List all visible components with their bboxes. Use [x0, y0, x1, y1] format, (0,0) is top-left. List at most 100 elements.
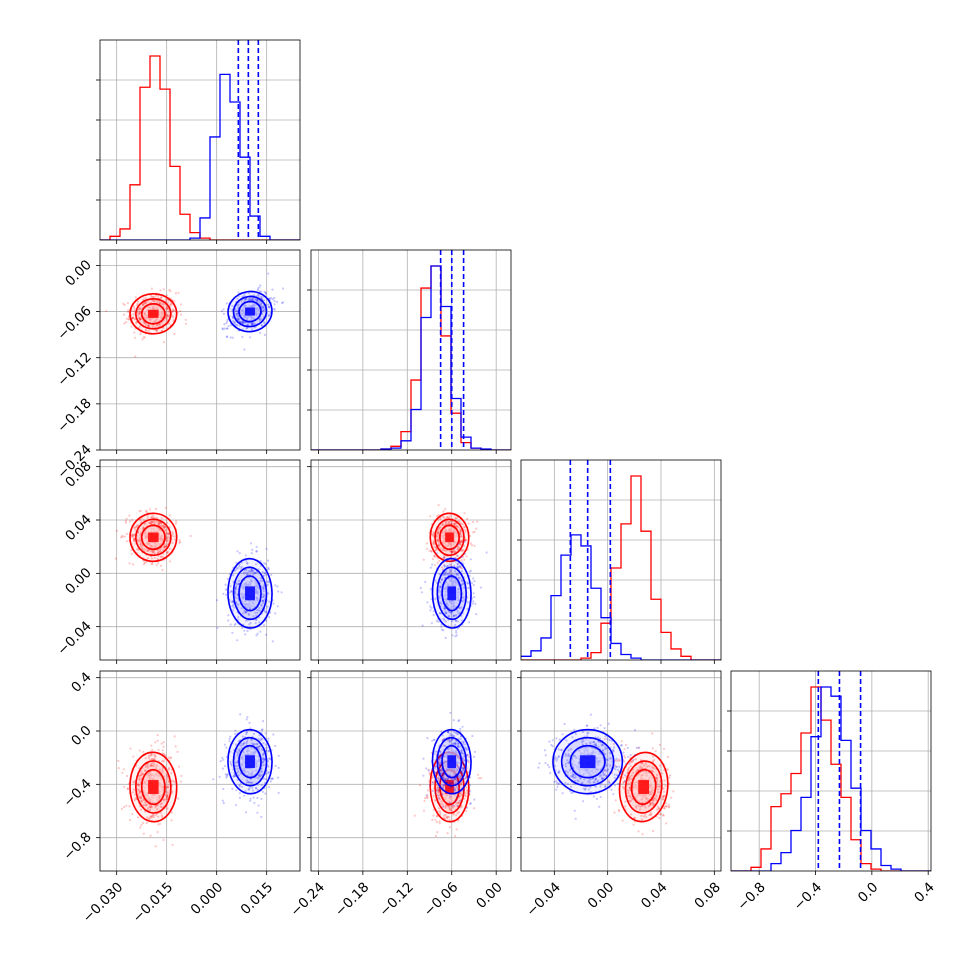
scatter-point: [456, 562, 459, 566]
scatter-point: [223, 764, 227, 768]
scatter-point: [277, 791, 280, 795]
scatter-point: [149, 754, 152, 757]
scatter-point: [659, 780, 662, 783]
scatter-point: [151, 551, 154, 554]
scatter-point: [268, 297, 272, 300]
scatter-point: [436, 535, 439, 538]
scatter-point: [457, 733, 460, 736]
scatter-point: [269, 757, 272, 760]
scatter-point: [172, 779, 175, 783]
scatter-point: [454, 788, 457, 791]
scatter-point: [227, 619, 230, 622]
scatter-point: [453, 778, 456, 781]
scatter-point: [263, 759, 266, 762]
scatter-point: [438, 596, 441, 599]
scatter-point: [457, 743, 460, 747]
scatter-point: [120, 807, 124, 811]
scatter-point: [429, 605, 432, 608]
scatter-point: [413, 814, 416, 817]
scatter-point: [657, 791, 660, 794]
scatter-point: [250, 568, 253, 572]
scatter-point: [457, 788, 460, 791]
scatter-point: [434, 765, 438, 768]
scatter-point: [453, 731, 456, 734]
scatter-point: [464, 748, 467, 751]
scatter-point: [462, 741, 465, 745]
scatter-point: [460, 570, 464, 573]
scatter-point: [465, 776, 468, 779]
scatter-point: [156, 808, 159, 811]
scatter-point: [234, 592, 237, 595]
scatter-point: [429, 515, 432, 518]
scatter-point: [260, 815, 263, 819]
scatter-point: [234, 729, 237, 732]
scatter-point: [655, 795, 658, 798]
scatter-point: [460, 792, 463, 795]
scatter-point: [264, 573, 267, 576]
scatter-point: [256, 611, 259, 614]
scatter-point: [151, 521, 154, 524]
scatter-point: [282, 287, 285, 290]
scatter-point: [250, 298, 254, 301]
scatter-point: [159, 803, 162, 806]
scatter-point: [245, 718, 248, 721]
scatter-point: [463, 558, 466, 561]
scatter-point: [262, 742, 265, 745]
scatter-point: [164, 506, 168, 509]
scatter-point: [133, 540, 136, 543]
scatter-point: [456, 620, 459, 623]
panel-content: [537, 713, 675, 836]
scatter-point: [138, 510, 141, 513]
scatter-point: [450, 738, 454, 741]
scatter-point: [459, 528, 462, 531]
scatter-point: [434, 759, 437, 762]
scatter-point: [262, 600, 265, 603]
scatter-point: [264, 292, 268, 295]
scatter-point: [151, 549, 154, 552]
scatter-point: [450, 612, 453, 615]
scatter-point: [267, 786, 271, 789]
scatter-point: [427, 768, 430, 771]
scatter-point: [142, 298, 145, 301]
scatter-point: [236, 297, 239, 300]
panel-content: [117, 713, 280, 848]
scatter-point: [438, 526, 441, 529]
scatter-point: [445, 611, 448, 615]
scatter-point: [438, 780, 442, 783]
scatter-point: [236, 767, 239, 770]
scatter-point: [439, 585, 442, 588]
scatter-point: [629, 761, 633, 764]
scatter-point: [175, 520, 178, 523]
scatter-point: [465, 555, 468, 558]
scatter-point: [466, 753, 469, 756]
panel-2-0: [96, 459, 301, 664]
scatter-point: [262, 763, 265, 767]
scatter-point: [459, 565, 462, 569]
scatter-point: [156, 734, 159, 737]
contour-line: [436, 736, 467, 787]
scatter-point: [253, 801, 256, 805]
scatter-point: [121, 534, 124, 537]
scatter-point: [423, 799, 426, 803]
scatter-point: [256, 632, 259, 635]
scatter-point: [260, 323, 263, 326]
scatter-point: [162, 838, 165, 842]
scatter-point: [460, 579, 463, 582]
scatter-point: [440, 772, 443, 775]
scatter-point: [438, 764, 442, 767]
scatter-point: [264, 291, 267, 294]
scatter-point: [451, 520, 454, 523]
density-peak: [445, 532, 454, 543]
scatter-point: [437, 777, 441, 780]
scatter-point: [442, 510, 445, 513]
scatter-point: [163, 546, 166, 549]
scatter-point: [153, 516, 156, 519]
scatter-point: [240, 299, 243, 302]
scatter-point: [469, 558, 472, 561]
scatter-point: [132, 316, 135, 319]
scatter-point: [173, 535, 176, 538]
scatter-point: [241, 295, 244, 298]
scatter-point: [146, 549, 149, 552]
scatter-point: [225, 302, 228, 305]
scatter-point: [157, 748, 160, 752]
